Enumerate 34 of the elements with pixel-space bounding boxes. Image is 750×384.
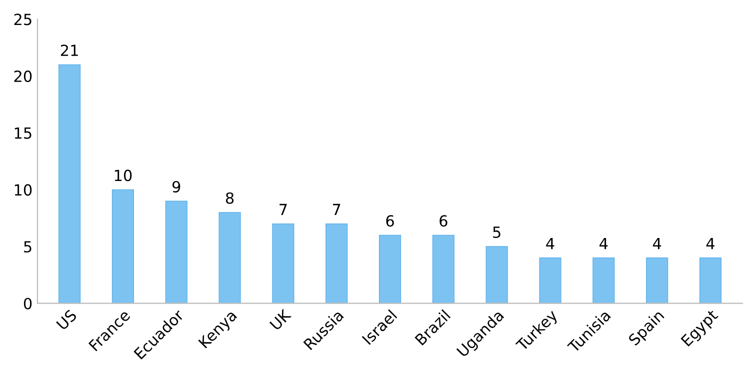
data-label: 6 — [386, 215, 394, 227]
data-label: 4 — [652, 238, 662, 250]
bar — [539, 258, 562, 304]
data-label: 6 — [440, 215, 448, 227]
y-tick-label: 5 — [24, 241, 32, 253]
data-label: 7 — [280, 204, 287, 216]
y-tick-label: 10 — [14, 184, 32, 196]
bar — [112, 189, 134, 304]
bar — [646, 258, 668, 304]
bar — [486, 246, 508, 304]
bar — [58, 64, 81, 304]
y-tick-label: 15 — [14, 128, 32, 139]
y-tick-label: 0 — [24, 298, 32, 310]
data-label: 10 — [114, 170, 132, 182]
bar — [218, 212, 241, 304]
bar — [699, 258, 722, 304]
bar — [432, 234, 454, 304]
y-tick-label: 25 — [14, 14, 32, 26]
bar — [326, 223, 348, 304]
data-label: 9 — [172, 180, 180, 193]
data-label: 21 — [60, 44, 78, 56]
data-label: 8 — [226, 192, 234, 204]
bar — [165, 200, 188, 304]
bar — [378, 234, 402, 304]
data-label: 7 — [332, 204, 340, 216]
data-label: 4 — [706, 238, 714, 250]
y-tick-label: 20 — [14, 70, 32, 82]
data-label: 4 — [600, 238, 608, 250]
x-tick-label: UK — [269, 308, 292, 331]
data-label: 5 — [493, 226, 500, 238]
bar — [272, 223, 294, 304]
bar — [592, 258, 615, 304]
data-label: 4 — [546, 238, 554, 250]
x-tick-label: US — [56, 309, 78, 330]
